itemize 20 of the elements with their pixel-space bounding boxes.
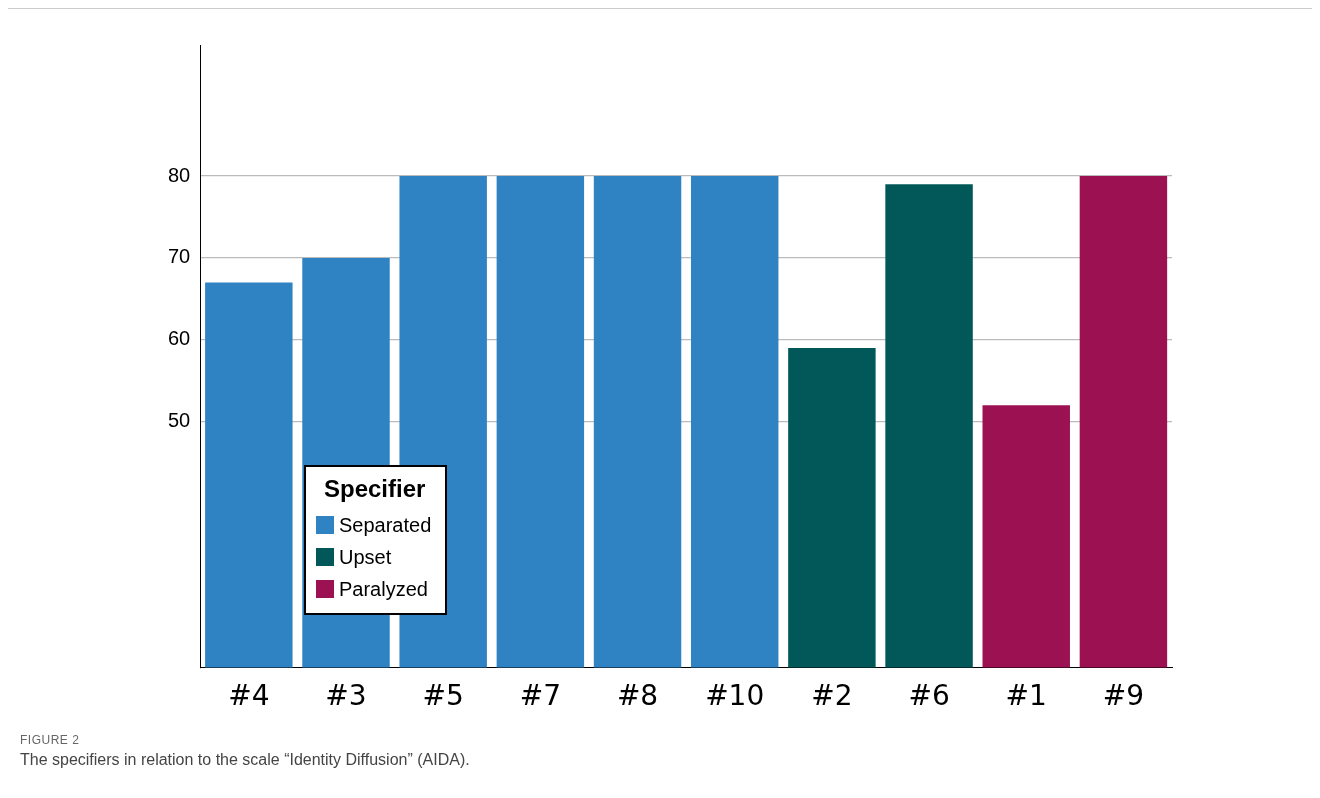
legend-label: Upset: [339, 545, 392, 570]
x-tick-label: #3: [325, 679, 367, 713]
y-tick-label: 60: [168, 327, 191, 350]
caption: FIGURE 2: [20, 733, 81, 747]
legend-label: Paralyzed: [339, 577, 428, 602]
y-tick-label: 50: [168, 409, 191, 432]
legend-label: Separated: [339, 513, 432, 538]
y-tick-label: 70: [168, 245, 191, 268]
x-tick-label: #7: [519, 679, 561, 713]
legend-title: Specifier: [323, 475, 427, 503]
x-tick-label: #9: [1102, 679, 1145, 713]
x-tick-label: #10: [705, 679, 765, 713]
x-tick-label: #8: [616, 679, 659, 713]
x-tick-label: #6: [908, 679, 950, 713]
x-tick-label: #5: [422, 679, 464, 713]
x-tick-label: #1: [1005, 679, 1047, 713]
text: The specifiers in relation to the scale “Identity Diffusion” (AIDA).: [20, 751, 471, 769]
y-tick-label: 80: [168, 163, 191, 186]
x-tick-label: #2: [811, 679, 853, 713]
x-tick-label: #4: [228, 679, 270, 713]
